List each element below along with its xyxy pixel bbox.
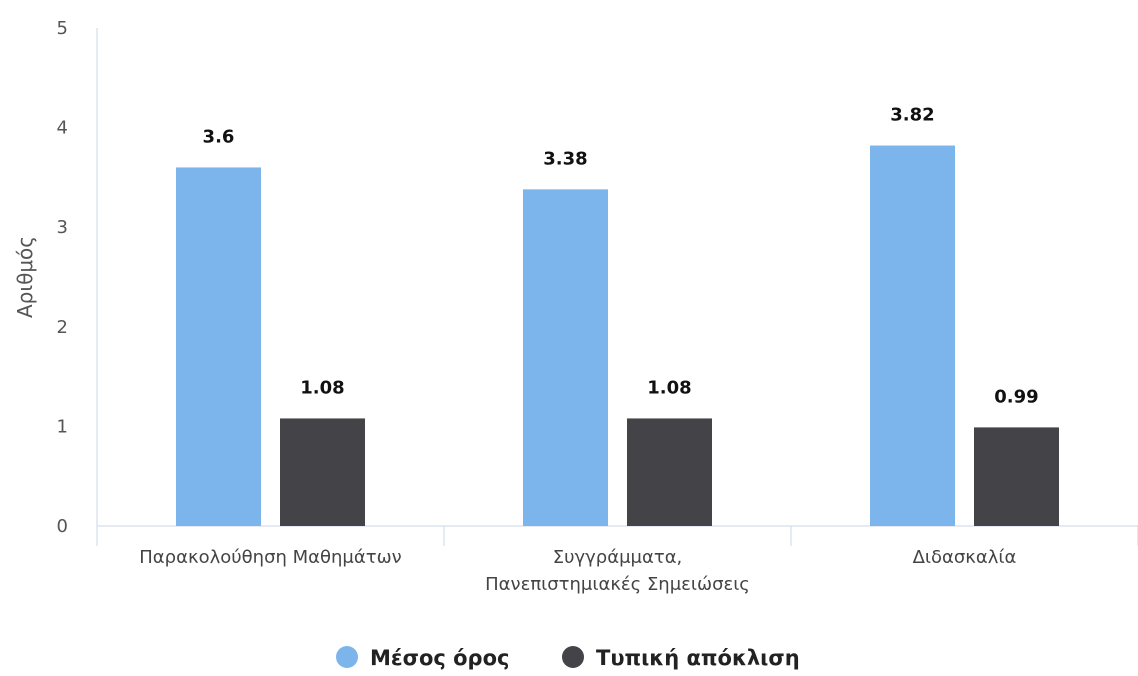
data-label-s0-c1: 3.38 [543,148,587,169]
x-category-label-1-0: Συγγράμματα, [553,547,683,568]
y-tick-label-5: 5 [57,18,68,39]
bar-s1-c1 [627,418,712,526]
data-label-s1-c1: 1.08 [647,377,691,398]
x-category-label-0-0: Παρακολούθηση Μαθημάτων [139,547,401,568]
y-tick-label-4: 4 [57,118,68,139]
data-label-s0-c0: 3.6 [203,126,235,147]
y-tick-label-1: 1 [57,416,68,437]
x-category-label-2-0: Διδασκαλία [913,547,1017,568]
y-tick-label-0: 0 [57,516,68,537]
y-axis-title: Αριθμός [13,236,37,318]
legend-marker-0 [336,646,358,668]
data-label-s1-c2: 0.99 [994,386,1038,407]
data-label-s1-c0: 1.08 [300,377,344,398]
legend-label-1: Τυπική απόκλιση [596,646,800,670]
bar-s0-c0 [176,167,261,526]
y-tick-label-3: 3 [57,217,68,238]
bar-s0-c1 [523,189,608,527]
y-tick-label-2: 2 [57,317,68,338]
data-label-s0-c2: 3.82 [890,105,934,126]
x-category-label-1-1: Πανεπιστημιακές Σημειώσεις [485,574,750,595]
legend-label-0: Μέσος όρος [370,646,509,670]
bar-s0-c2 [870,145,955,526]
bar-s1-c2 [974,427,1059,526]
legend-marker-1 [562,646,584,668]
bar-s1-c0 [280,418,365,526]
